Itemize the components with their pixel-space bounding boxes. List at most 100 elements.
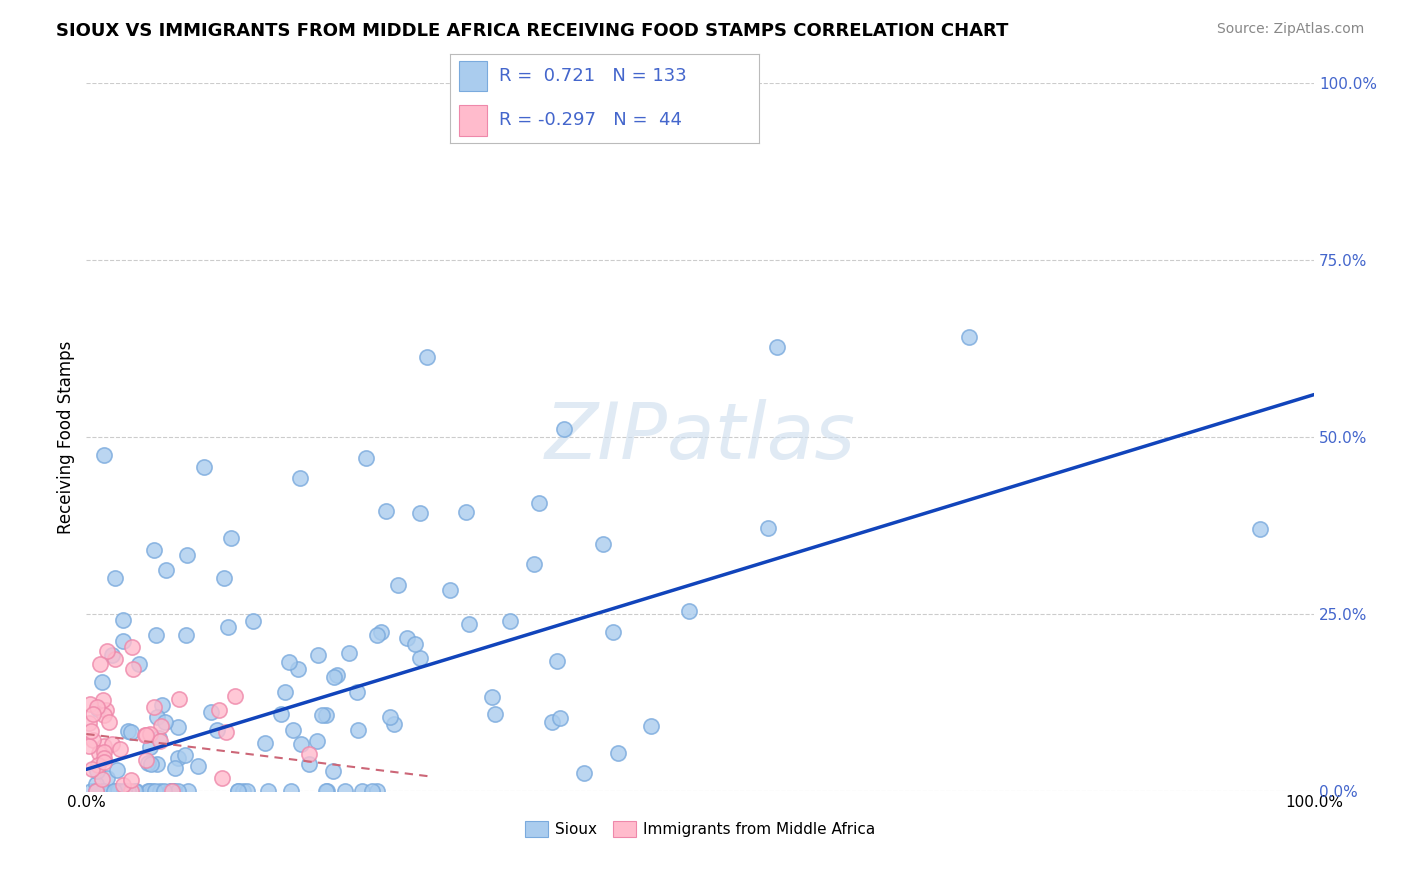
Point [1249,522,1271,536]
Point [103,783,125,797]
Point [305,734,328,748]
Point [354,451,377,466]
Point [176,627,198,641]
Point [640,719,662,733]
Point [224,690,246,704]
Point [592,537,614,551]
Point [134,728,156,742]
Point [281,723,304,737]
Point [121,640,143,654]
Point [499,614,522,628]
Point [550,711,572,725]
Point [287,662,309,676]
Point [326,667,349,681]
Point [481,690,503,704]
Point [86,764,108,779]
Point [212,571,235,585]
Point [90,783,112,797]
Point [315,783,337,797]
Point [91,783,114,797]
Point [187,759,209,773]
Point [136,783,159,797]
Point [93,756,115,770]
Point [523,558,546,572]
Point [307,648,329,662]
Point [166,751,188,765]
Point [120,724,142,739]
Point [756,521,779,535]
Point [121,662,143,676]
Point [148,731,170,745]
Point [94,783,117,797]
Point [143,783,166,797]
Point [107,783,129,797]
Point [77,716,100,731]
Point [439,583,461,598]
Point [193,459,215,474]
Point [160,783,183,797]
Point [572,765,595,780]
Point [91,783,114,797]
Point [86,700,108,714]
Point [208,703,231,717]
Point [174,748,197,763]
Point [380,710,402,724]
Point [166,783,188,797]
Point [135,728,157,742]
Point [84,777,107,791]
Point [957,330,980,344]
Point [177,783,200,797]
Point [408,506,430,520]
Point [146,757,169,772]
Point [111,778,134,792]
Point [153,715,176,730]
Point [91,772,114,786]
Point [139,739,162,754]
Point [135,753,157,767]
Point [90,675,112,690]
Point [141,783,163,797]
Point [219,531,242,545]
Point [87,758,110,772]
Point [117,724,139,739]
Point [765,340,787,354]
Point [366,783,388,797]
Point [91,783,114,797]
Point [117,783,139,797]
Text: R = -0.297   N =  44: R = -0.297 N = 44 [499,112,682,129]
Point [288,471,311,485]
Point [337,646,360,660]
Point [159,783,181,797]
Point [93,745,115,759]
Point [77,739,100,754]
Point [149,734,172,748]
Point [541,715,564,730]
Point [104,571,127,585]
Point [84,783,107,797]
Point [298,756,321,771]
Point [80,783,103,797]
Point [82,733,104,747]
Point [311,707,333,722]
Point [408,651,430,665]
Point [256,783,278,797]
Point [160,783,183,797]
Point [226,783,249,797]
Point [146,710,169,724]
Point [120,783,142,797]
Point [110,783,132,797]
Point [143,700,166,714]
Point [79,723,101,738]
Point [120,773,142,788]
Point [280,783,302,797]
Point [155,563,177,577]
Legend: Sioux, Immigrants from Middle Africa: Sioux, Immigrants from Middle Africa [519,814,882,843]
Point [270,707,292,722]
Point [128,657,150,672]
Point [347,723,370,738]
Point [87,701,110,715]
Point [322,764,344,779]
Point [108,742,131,756]
Point [150,719,173,733]
Point [115,783,138,797]
